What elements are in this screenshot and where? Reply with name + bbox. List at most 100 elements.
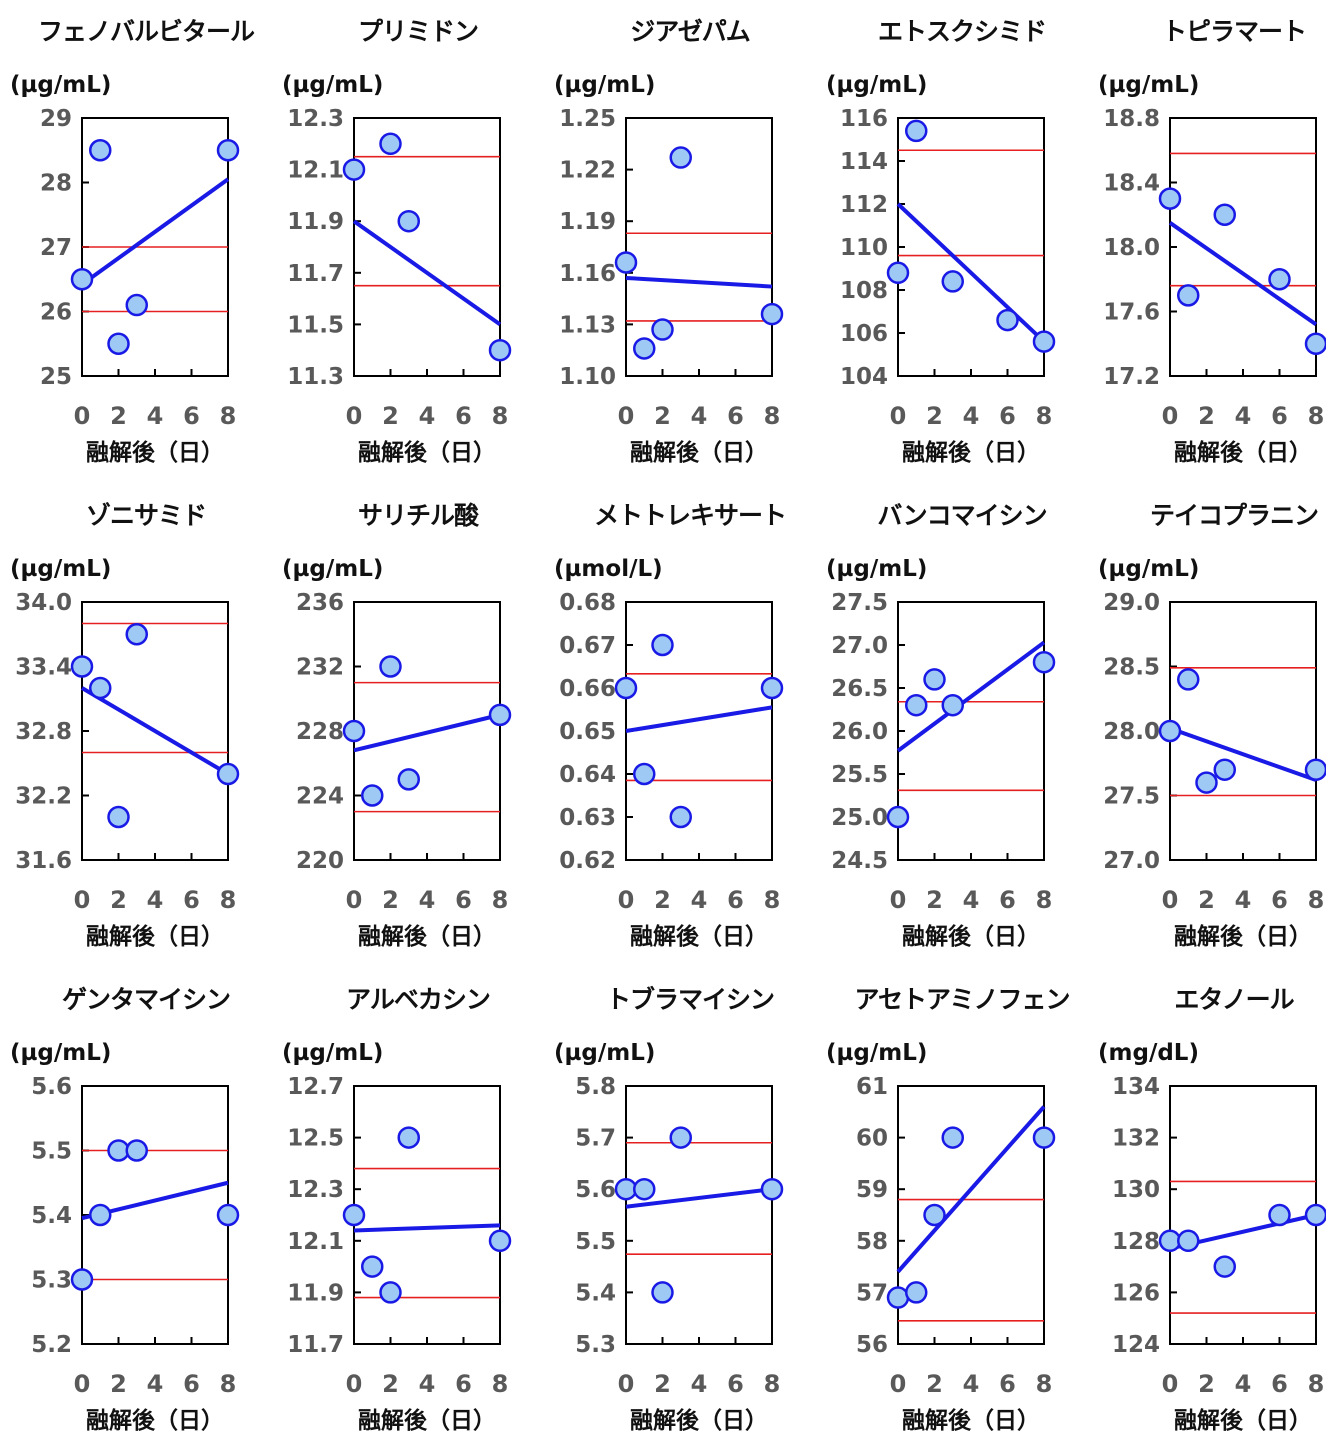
y-tick-label: 28 bbox=[40, 171, 72, 197]
chart-title: バンコマイシン bbox=[877, 501, 1046, 530]
plot-frame bbox=[625, 117, 773, 377]
data-point bbox=[361, 1255, 384, 1278]
chart-panel: バンコマイシン (µg/mL) 24.5 25.0 25.5 26.0 26.5 27.0 27… bbox=[826, 484, 1098, 968]
y-tick-label: 33.4 bbox=[15, 655, 72, 681]
y-tick-label: 26.5 bbox=[831, 676, 888, 702]
y-tick-label: 1.13 bbox=[559, 312, 616, 338]
data-point bbox=[342, 1203, 366, 1227]
y-tick-label: 27 bbox=[40, 235, 72, 261]
x-tick-label: 2 bbox=[1198, 1370, 1215, 1398]
data-point bbox=[1032, 1126, 1056, 1149]
chart-svg: ゲンタマイシン (µg/mL) 5.2 5.3 5.4 5.5 5.6 0 2 4 6 8 融解後（日） bbox=[10, 985, 240, 1434]
y-tick-label: 0.67 bbox=[559, 633, 616, 659]
data-point bbox=[651, 318, 674, 341]
x-tick-label: 8 bbox=[492, 402, 509, 430]
x-tick-label: 4 bbox=[1235, 402, 1252, 430]
y-unit-label: (µg/mL) bbox=[10, 556, 111, 582]
chart-title: プリミドン bbox=[358, 17, 478, 46]
chart-svg: バンコマイシン (µg/mL) 24.5 25.0 25.5 26.0 26.5 27.0 27… bbox=[826, 501, 1056, 950]
x-tick-label: 6 bbox=[727, 402, 744, 430]
y-tick-label: 27.5 bbox=[1103, 784, 1160, 810]
y-tick-label: 0.63 bbox=[559, 805, 616, 831]
y-tick-label: 11.7 bbox=[287, 261, 344, 287]
x-tick-label: 6 bbox=[1271, 1370, 1288, 1398]
trend-line bbox=[625, 275, 773, 289]
x-tick-label: 6 bbox=[1271, 402, 1288, 430]
plot-frame bbox=[897, 117, 1045, 377]
y-unit-label: (µg/mL) bbox=[826, 556, 927, 582]
data-point bbox=[1177, 1229, 1200, 1253]
x-tick-label: 4 bbox=[419, 1370, 436, 1398]
data-point bbox=[1268, 1203, 1291, 1227]
chart-panel: ゲンタマイシン (µg/mL) 5.2 5.3 5.4 5.5 5.6 0 2 4 6 8 融解後（日） bbox=[10, 968, 282, 1452]
y-tick-label: 25 bbox=[40, 364, 72, 390]
chart-panel: サリチル酸 (µg/mL) 220 224 228 232 236 0 2 4 6 8 融解後（日） bbox=[282, 484, 554, 968]
x-axis-label: 融解後（日） bbox=[358, 1407, 496, 1434]
chart-svg: トブラマイシン (µg/mL) 5.3 5.4 5.5 5.6 5.7 5.8 0 2 4 6 8 融解後… bbox=[554, 985, 784, 1434]
y-tick-label: 26 bbox=[40, 300, 72, 326]
x-tick-label: 8 bbox=[220, 1370, 237, 1398]
x-tick-label: 8 bbox=[1036, 402, 1053, 430]
y-tick-label: 57 bbox=[856, 1280, 888, 1306]
y-tick-label: 124 bbox=[1112, 1332, 1160, 1358]
chart-panel: メトトレキサート (µmol/L) 0.62 0.63 0.64 0.65 0.66 0.67… bbox=[554, 484, 826, 968]
x-axis-label: 融解後（日） bbox=[1174, 923, 1312, 950]
y-tick-label: 17.2 bbox=[1103, 364, 1160, 390]
trend-line bbox=[896, 202, 1046, 344]
y-tick-label: 11.3 bbox=[287, 364, 344, 390]
y-tick-label: 26.0 bbox=[831, 719, 888, 745]
data-point bbox=[1032, 650, 1056, 674]
y-tick-label: 17.6 bbox=[1103, 300, 1160, 326]
data-point bbox=[397, 1126, 420, 1149]
y-unit-label: (µg/mL) bbox=[10, 1040, 111, 1066]
x-tick-label: 2 bbox=[926, 886, 943, 914]
plot-frame bbox=[1169, 1085, 1317, 1345]
data-point bbox=[941, 693, 964, 717]
x-tick-label: 8 bbox=[220, 402, 237, 430]
chart-title: テイコプラニン bbox=[1150, 501, 1318, 530]
y-tick-label: 11.9 bbox=[287, 1280, 344, 1306]
chart-panel: トブラマイシン (µg/mL) 5.3 5.4 5.5 5.6 5.7 5.8 0 2 4 6 8 融解後… bbox=[554, 968, 826, 1452]
y-tick-label: 0.65 bbox=[559, 719, 616, 745]
y-tick-label: 59 bbox=[856, 1177, 888, 1203]
y-tick-label: 11.5 bbox=[287, 312, 344, 338]
x-tick-label: 6 bbox=[455, 402, 472, 430]
y-tick-label: 116 bbox=[840, 106, 888, 132]
chart-title: ゾニサミド bbox=[86, 501, 206, 530]
chart-panel: フェノバルビタール (µg/mL) 25 26 27 28 29 0 2 4 6 8 融解後（日） bbox=[10, 0, 282, 484]
y-tick-label: 5.5 bbox=[575, 1229, 616, 1255]
y-tick-label: 27.5 bbox=[831, 590, 888, 616]
x-tick-label: 8 bbox=[220, 886, 237, 914]
y-tick-label: 12.3 bbox=[287, 106, 344, 132]
plot-frame bbox=[625, 1085, 773, 1345]
y-tick-label: 25.0 bbox=[831, 805, 888, 831]
data-point bbox=[996, 308, 1019, 332]
x-axis-label: 融解後（日） bbox=[86, 439, 224, 466]
data-point bbox=[1158, 187, 1182, 210]
y-tick-label: 60 bbox=[856, 1126, 888, 1152]
x-tick-label: 4 bbox=[147, 886, 164, 914]
x-axis-label: 融解後（日） bbox=[630, 439, 768, 466]
chart-title: サリチル酸 bbox=[358, 501, 480, 530]
plot-frame bbox=[897, 1085, 1045, 1345]
x-tick-label: 6 bbox=[455, 886, 472, 914]
data-point bbox=[905, 119, 928, 143]
chart-svg: フェノバルビタール (µg/mL) 25 26 27 28 29 0 2 4 6 8 融解後（日） bbox=[10, 17, 256, 466]
chart-svg: ジアゼパム (µg/mL) 1.10 1.13 1.16 1.19 1.22 1.25 0 2 4 6… bbox=[554, 17, 784, 466]
data-point bbox=[216, 762, 240, 786]
x-tick-label: 6 bbox=[183, 1370, 200, 1398]
x-tick-label: 2 bbox=[110, 886, 127, 914]
x-tick-label: 2 bbox=[654, 402, 671, 430]
y-unit-label: (µg/mL) bbox=[554, 72, 655, 98]
chart-svg: トピラマート (µg/mL) 17.2 17.6 18.0 18.4 18.8 0 2 4 6 8 融解… bbox=[1098, 17, 1326, 466]
y-tick-label: 27.0 bbox=[831, 633, 888, 659]
y-tick-label: 108 bbox=[840, 278, 888, 304]
trend-line bbox=[352, 219, 502, 327]
x-axis-label: 融解後（日） bbox=[630, 1407, 768, 1434]
data-point bbox=[651, 633, 674, 657]
x-tick-label: 2 bbox=[382, 402, 399, 430]
chart-panel: エタノール (mg/dL) 124 126 128 130 132 134 0 2 4 6 8 融解後（日… bbox=[1098, 968, 1326, 1452]
y-unit-label: (µg/mL) bbox=[554, 1040, 655, 1066]
y-unit-label: (µg/mL) bbox=[1098, 72, 1199, 98]
